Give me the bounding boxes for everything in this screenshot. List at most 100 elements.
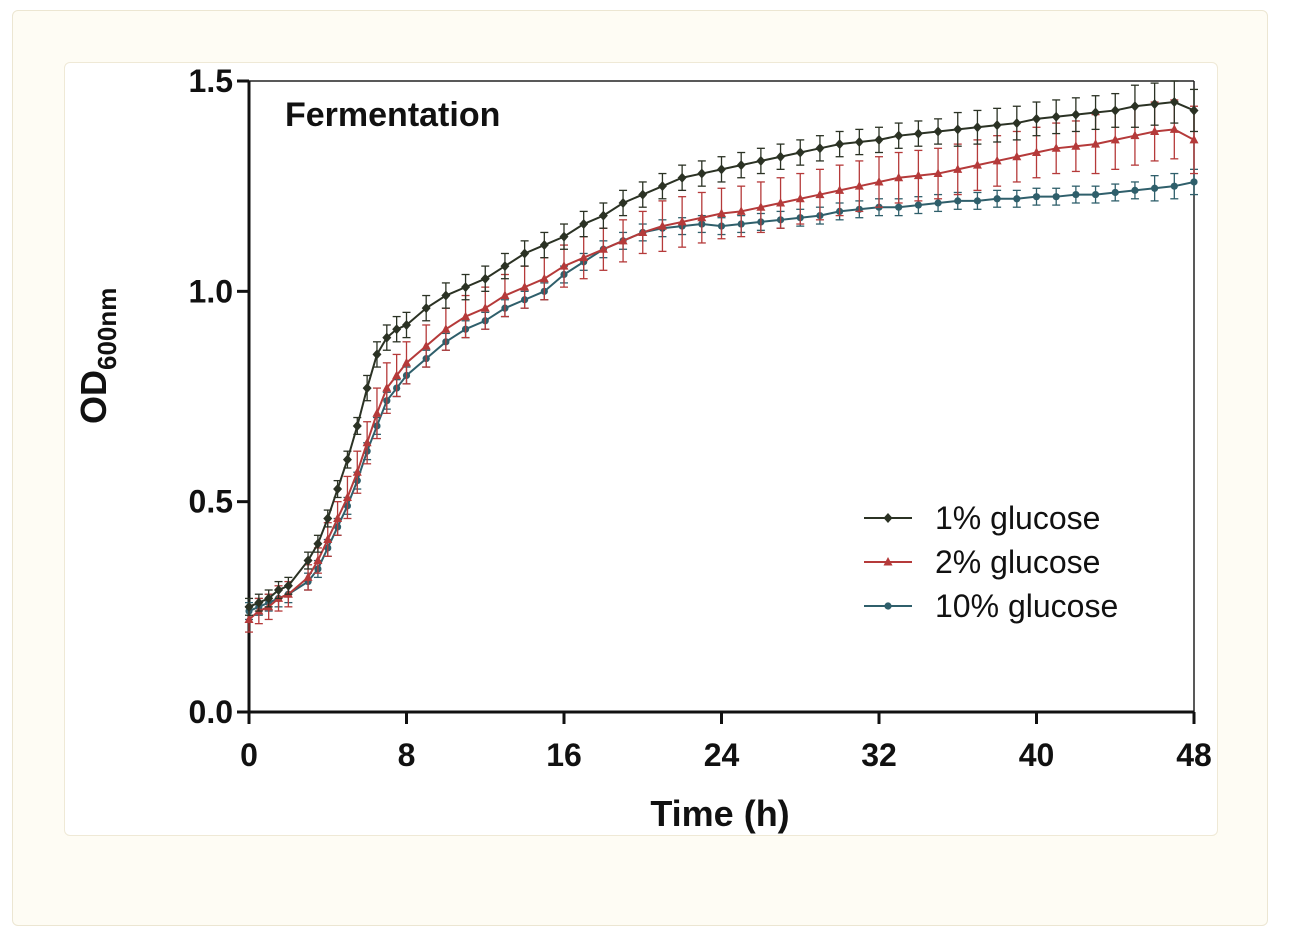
legend-swatch-marker (883, 513, 893, 523)
data-point (717, 164, 726, 175)
data-point (520, 248, 530, 259)
data-point (618, 197, 628, 208)
data-point (352, 420, 362, 431)
data-point (342, 454, 352, 465)
data-point (953, 164, 963, 173)
data-point (1169, 97, 1179, 108)
y-tick-label: 1.5 (189, 63, 233, 99)
data-point (303, 555, 313, 566)
data-point (559, 231, 569, 242)
data-point (992, 120, 1002, 131)
data-point (313, 555, 323, 565)
x-tick-label: 0 (240, 737, 258, 773)
data-point (913, 128, 923, 139)
data-point (559, 261, 569, 270)
data-point (776, 197, 786, 207)
chart-title: Fermentation (285, 96, 500, 134)
y-axis-title: OD600nm (73, 288, 122, 424)
data-point (1150, 99, 1160, 110)
data-point (421, 303, 431, 314)
y-tick-label: 0.5 (189, 484, 233, 520)
data-point (1052, 193, 1060, 201)
data-point (874, 134, 884, 145)
data-point (1071, 109, 1081, 120)
series-layer (244, 80, 1199, 633)
x-tick-label: 48 (1176, 737, 1212, 773)
data-point (382, 332, 392, 343)
data-point (1032, 113, 1041, 124)
data-point (954, 197, 962, 205)
data-point (392, 324, 402, 335)
data-point (953, 124, 963, 135)
data-point (1110, 105, 1120, 116)
data-point (894, 172, 904, 182)
data-point (333, 513, 343, 522)
data-point (283, 580, 293, 591)
data-point (598, 244, 608, 253)
data-point (402, 319, 411, 330)
data-point (402, 357, 411, 367)
data-point (539, 240, 549, 251)
legend-item: 10% glucose (864, 588, 1118, 624)
data-point (254, 597, 264, 608)
data-point (362, 383, 372, 394)
data-point (1130, 101, 1140, 112)
figure-panel (64, 62, 1218, 836)
data-point (500, 290, 510, 300)
data-point (815, 189, 825, 199)
data-point (638, 189, 648, 200)
data-point (618, 235, 628, 245)
x-axis: 0 8 16 24 32 40 48 (240, 712, 1212, 773)
data-point (372, 349, 382, 360)
data-point (579, 219, 589, 230)
x-tick-label: 16 (546, 737, 582, 773)
data-point (598, 210, 608, 221)
data-point (933, 168, 943, 178)
data-point (1130, 130, 1140, 140)
data-point (461, 282, 471, 293)
y-axis-title-main: OD (73, 370, 114, 424)
data-point (313, 538, 323, 549)
data-point (874, 176, 884, 186)
data-point (756, 202, 766, 211)
data-point (1091, 190, 1100, 199)
legend: 1% glucose 2% glucose 10% glucose (864, 500, 1118, 624)
data-point (1071, 141, 1081, 150)
data-point (973, 197, 982, 205)
data-point (480, 273, 490, 284)
y-tick-label: 1.0 (189, 273, 233, 309)
data-point (441, 324, 451, 333)
data-point (244, 614, 254, 623)
data-point (1091, 139, 1101, 148)
data-point (972, 160, 982, 169)
data-point (1091, 107, 1101, 118)
data-point (1012, 151, 1022, 161)
data-point (1150, 126, 1160, 135)
data-point (992, 155, 1002, 165)
data-point (1072, 190, 1080, 199)
data-point (795, 193, 805, 203)
data-point (972, 122, 982, 133)
data-point (539, 273, 549, 283)
legend-swatch-marker (883, 557, 893, 566)
data-point (461, 311, 471, 321)
data-point (756, 155, 766, 166)
series-line (248, 128, 1195, 621)
data-point (795, 147, 805, 158)
series-1-glucose (244, 80, 1199, 616)
data-point (638, 227, 648, 236)
data-point (657, 221, 667, 230)
data-point (1032, 193, 1041, 201)
data-point (1012, 118, 1022, 129)
data-point (717, 208, 726, 218)
x-axis-title: Time (h) (650, 793, 789, 834)
data-point (1189, 105, 1199, 116)
data-point (1013, 195, 1021, 203)
data-point (1151, 184, 1159, 192)
data-point (677, 172, 687, 183)
data-point (815, 143, 825, 154)
legend-label: 2% glucose (935, 544, 1100, 580)
data-point (1190, 178, 1198, 186)
data-point (1032, 147, 1041, 157)
data-point (854, 181, 864, 190)
